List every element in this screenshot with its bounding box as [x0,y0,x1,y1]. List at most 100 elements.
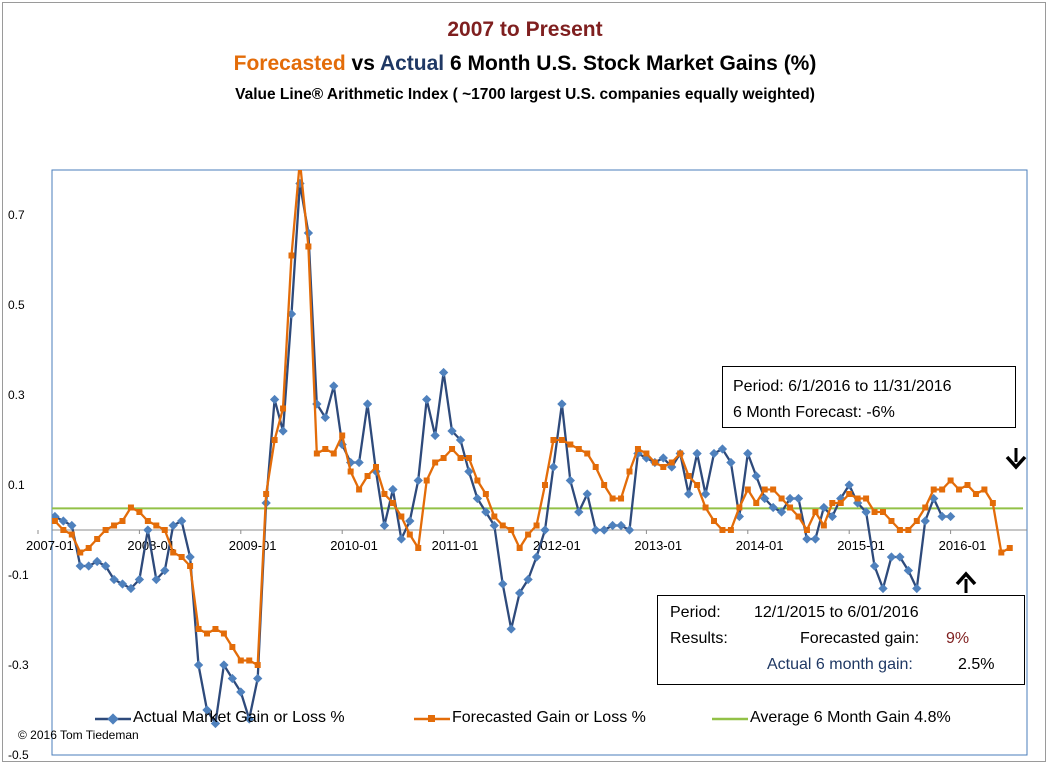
forecast-series-point [803,527,810,533]
forecast-series-point [634,446,641,452]
forecast-series-point [592,464,599,470]
actual-series-point [92,556,102,567]
y-tick-label: 0.5 [8,298,25,312]
forecast-callout-value: 6 Month Forecast: -6% [733,404,895,421]
legend-forecast-swatch [414,715,450,722]
forecast-series-point [499,522,506,529]
actual-series-point [709,448,719,459]
legend-average: Average 6 Month Gain 4.8% [750,709,951,726]
forecast-series-point [144,518,151,524]
forecast-series-point [237,657,244,664]
results-callout: Period: 12/1/2015 to 6/01/2016 Results: Fo… [657,595,1025,685]
forecast-series-point [736,504,743,511]
actual-series-point [185,552,195,562]
forecast-arrow-head [1005,455,1027,470]
forecast-series-point [947,477,954,484]
x-tick-label: 2015-01 [837,538,885,553]
actual-series-point [819,502,829,513]
actual-series-point [565,475,576,486]
forecast-callout: Period: 6/1/2016 to 11/31/2016 6 Month F… [722,366,1016,428]
forecast-series-point [846,491,853,497]
actual-series-point [354,457,364,468]
forecast-series-point [533,522,540,529]
actual-series-point [126,583,136,594]
y-tick-label: -0.1 [8,568,29,582]
x-tick-label: 2013-01 [634,538,682,553]
forecast-series-point [770,486,777,493]
actual-series-point [202,705,212,715]
forecast-series-point [820,522,827,529]
forecast-series-point [584,450,591,457]
forecast-series-point [787,504,794,511]
forecast-series-point [330,450,337,457]
results-actual-value: 2.5% [958,656,995,673]
forecast-series-point [322,446,329,452]
actual-series-point [379,520,390,531]
forecast-series-point [727,527,734,533]
actual-series-point [236,687,246,697]
forecast-series-point [643,450,650,457]
actual-series-point [42,516,51,525]
actual-series-point [793,493,804,504]
y-tick-label: 0.3 [8,388,25,402]
forecast-series-point [195,626,202,632]
forecast-series-point [558,437,565,443]
copyright: © 2016 Tom Tiedeman [18,728,139,742]
actual-series-point [193,660,204,670]
actual-series-point [100,561,111,571]
legend-actual: Actual Market Gain or Loss % [133,709,345,726]
forecast-series-point [373,464,379,470]
actual-series-point [751,471,761,481]
results-arrow-head [955,571,977,586]
forecast-series-point [626,468,633,475]
forecast-series-point [111,522,118,529]
forecast-series-point [550,437,557,443]
forecast-series-point [305,243,312,250]
forecast-series-point [432,459,439,466]
actual-series-point [743,448,753,459]
forecast-series-point [119,518,126,524]
forecast-series-point [744,486,751,493]
forecast-series-point [871,509,878,515]
forecast-series-point [567,441,574,448]
forecast-series-point [651,459,658,466]
forecast-series-point [761,486,768,493]
forecast-arrow [1005,448,1027,470]
forecast-series-point [102,527,109,533]
actual-series-point [785,493,795,504]
subtitle-forecasted: Forecasted [233,52,346,75]
forecast-series-point [829,500,836,506]
forecast-series-point [575,446,582,452]
series-group [35,170,1023,729]
forecast-series-point [1006,545,1013,551]
forecast-callout-period: Period: 6/1/2016 to 11/31/2016 [733,378,952,395]
forecast-series-point [863,495,870,502]
forecast-series-point [685,473,692,479]
forecast-series-point [127,504,134,511]
results-period-label: Period: [670,604,721,621]
actual-series-point [413,475,423,486]
forecast-series-point [35,514,41,520]
forecast-series-point [998,549,1005,556]
forecast-series-point [178,554,185,560]
forecast-series-point [989,500,996,506]
actual-series-point [658,453,668,463]
x-tick-label: 2011-01 [432,538,479,553]
forecast-series-point [609,495,616,502]
actual-series-point [472,493,483,504]
forecast-series-point [136,509,143,515]
forecast-series-point [896,527,903,533]
legend-actual-swatch [95,713,131,725]
forecast-series-point [972,491,979,497]
forecast-series-point [660,464,667,470]
x-tick-label: 2007-01 [26,538,74,553]
forecast-series-point [618,495,625,502]
x-tick-label: 2016-01 [939,538,987,553]
forecast-series-point [981,486,988,493]
forecast-series-point [525,531,532,538]
actual-series-point [506,624,516,634]
forecast-series-point [153,522,160,529]
results-arrow [955,571,977,593]
forecast-series-point [711,518,717,524]
